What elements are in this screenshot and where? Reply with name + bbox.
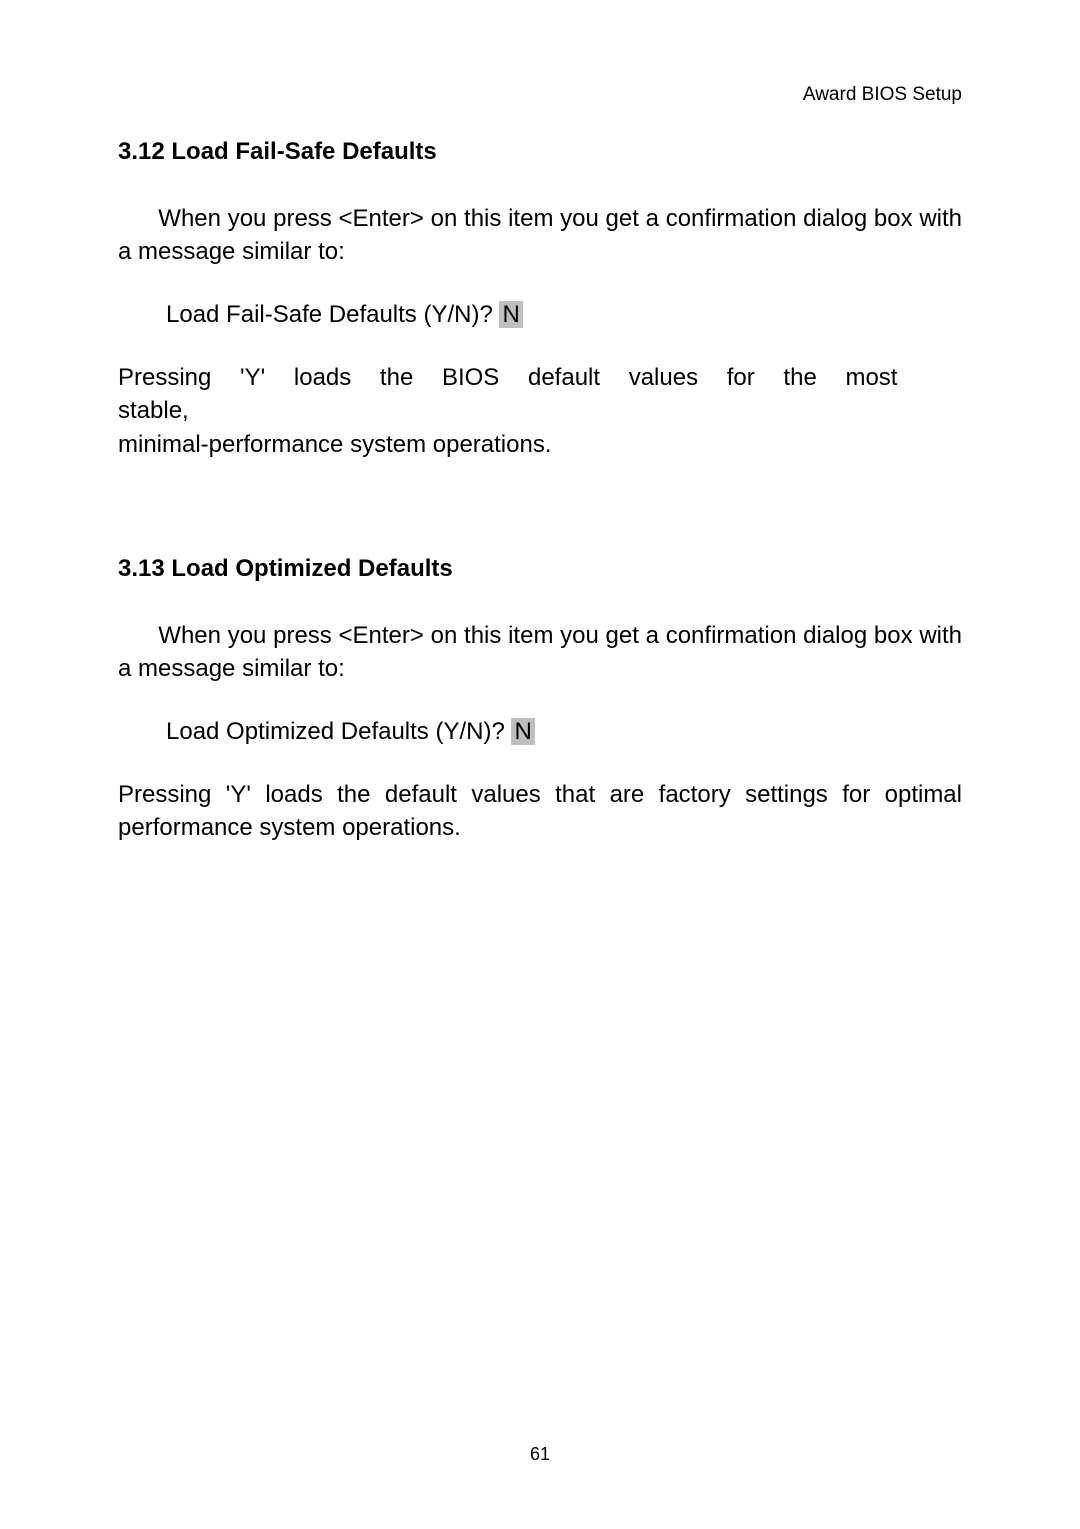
section1-prompt-label: Load Fail-Safe Defaults (Y/N)? (166, 301, 499, 328)
section-gap (118, 491, 962, 555)
page-number: 61 (0, 1444, 1080, 1465)
section2-para1: When you press <Enter> on this item you … (118, 619, 962, 685)
section2-para2: Pressing 'Y' loads the default values th… (118, 778, 962, 844)
section1-para2: Pressing 'Y' loads the BIOS default valu… (118, 361, 962, 460)
page-content: Award BIOS Setup 3.12 Load Fail-Safe Def… (0, 0, 1080, 844)
section1-para2-line2: minimal-performance system operations. (118, 431, 552, 458)
section-title-1: 3.12 Load Fail-Safe Defaults (118, 138, 962, 166)
section1-prompt-value: N (499, 301, 522, 328)
section2-prompt-label: Load Optimized Defaults (Y/N)? (166, 718, 511, 745)
section-title-2: 3.13 Load Optimized Defaults (118, 555, 962, 583)
section1-para1: When you press <Enter> on this item you … (118, 202, 962, 268)
section2-prompt: Load Optimized Defaults (Y/N)? N (118, 715, 962, 748)
page-header-right: Award BIOS Setup (118, 84, 962, 106)
section1-para2-line1: Pressing 'Y' loads the BIOS default valu… (118, 364, 897, 424)
section2-prompt-value: N (511, 718, 534, 745)
section1-prompt: Load Fail-Safe Defaults (Y/N)? N (118, 298, 962, 331)
